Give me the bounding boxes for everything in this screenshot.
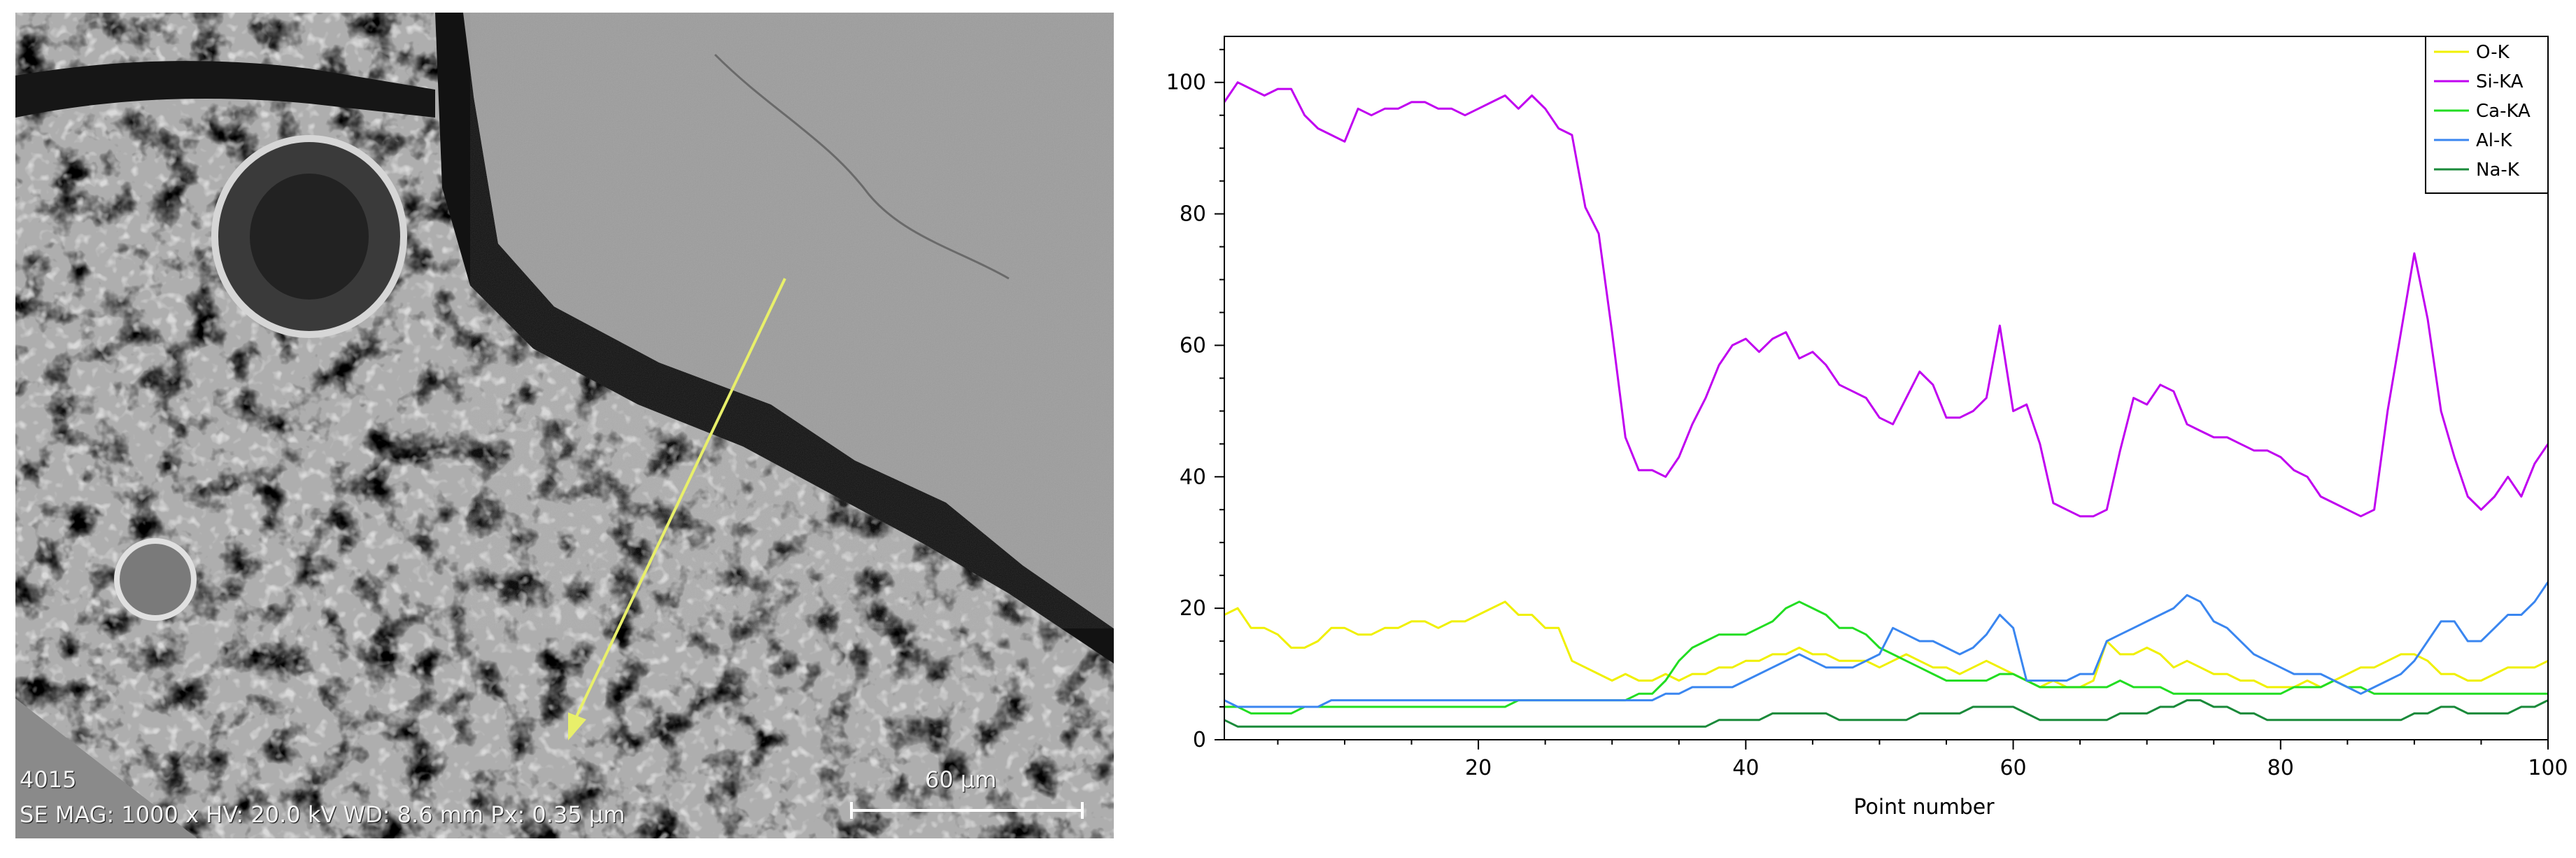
axes-layer: 0 20 40 60 80 100 20 40 60 80 100 — [1166, 36, 2568, 780]
sem-image-graphic — [15, 13, 1114, 838]
y-tick-label: 0 — [1193, 728, 1206, 752]
sem-info-line: SE MAG: 1000 x HV: 20.0 kV WD: 8.6 mm Px… — [20, 801, 625, 828]
legend: O-K Si-KA Ca-KA Al-K Na-K — [2425, 36, 2549, 194]
sample-id-label: 4015 — [20, 766, 77, 793]
series-line-si-ka — [1223, 81, 2549, 518]
series-line-na-k — [1224, 699, 2549, 728]
series-line-o-k — [1224, 600, 2549, 689]
legend-label: Na-K — [2476, 160, 2520, 181]
y-tick-label: 60 — [1180, 333, 1206, 358]
y-tick-label: 20 — [1180, 596, 1206, 621]
y-tick-label: 80 — [1180, 202, 1206, 227]
line-scan-chart: 0 20 40 60 80 100 20 40 60 80 100 O-K Si-KA Ca-KA Al-… — [1133, 0, 2576, 855]
series-layer — [1223, 81, 2549, 728]
x-axis-label: Point number — [1853, 795, 1995, 820]
y-tick-label: 40 — [1180, 465, 1206, 489]
series-line-al-k — [1224, 581, 2549, 708]
sem-micrograph: 4015 SE MAG: 1000 x HV: 20.0 kV WD: 8.6 … — [15, 13, 1114, 838]
line-scan-arrow — [574, 278, 786, 720]
x-tick-label: 80 — [2267, 756, 2294, 780]
x-tick-label: 20 — [1465, 756, 1492, 780]
chart-svg: 0 20 40 60 80 100 20 40 60 80 100 O-K Si-KA Ca-KA Al-… — [1166, 36, 2568, 820]
plot-frame — [1224, 36, 2549, 740]
legend-label: Al-K — [2476, 130, 2512, 151]
legend-box — [2425, 36, 2549, 194]
legend-label: Si-KA — [2476, 71, 2524, 92]
legend-label: Ca-KA — [2476, 101, 2531, 122]
y-tick-label: 100 — [1166, 71, 1206, 95]
legend-label: O-K — [2476, 42, 2510, 63]
x-tick-label: 60 — [2000, 756, 2026, 780]
series-line-ca-ka — [1224, 600, 2548, 715]
scale-bar-label: 60 µm — [925, 766, 997, 793]
x-tick-label: 40 — [1732, 756, 1759, 780]
x-tick-label: 100 — [2528, 756, 2568, 780]
